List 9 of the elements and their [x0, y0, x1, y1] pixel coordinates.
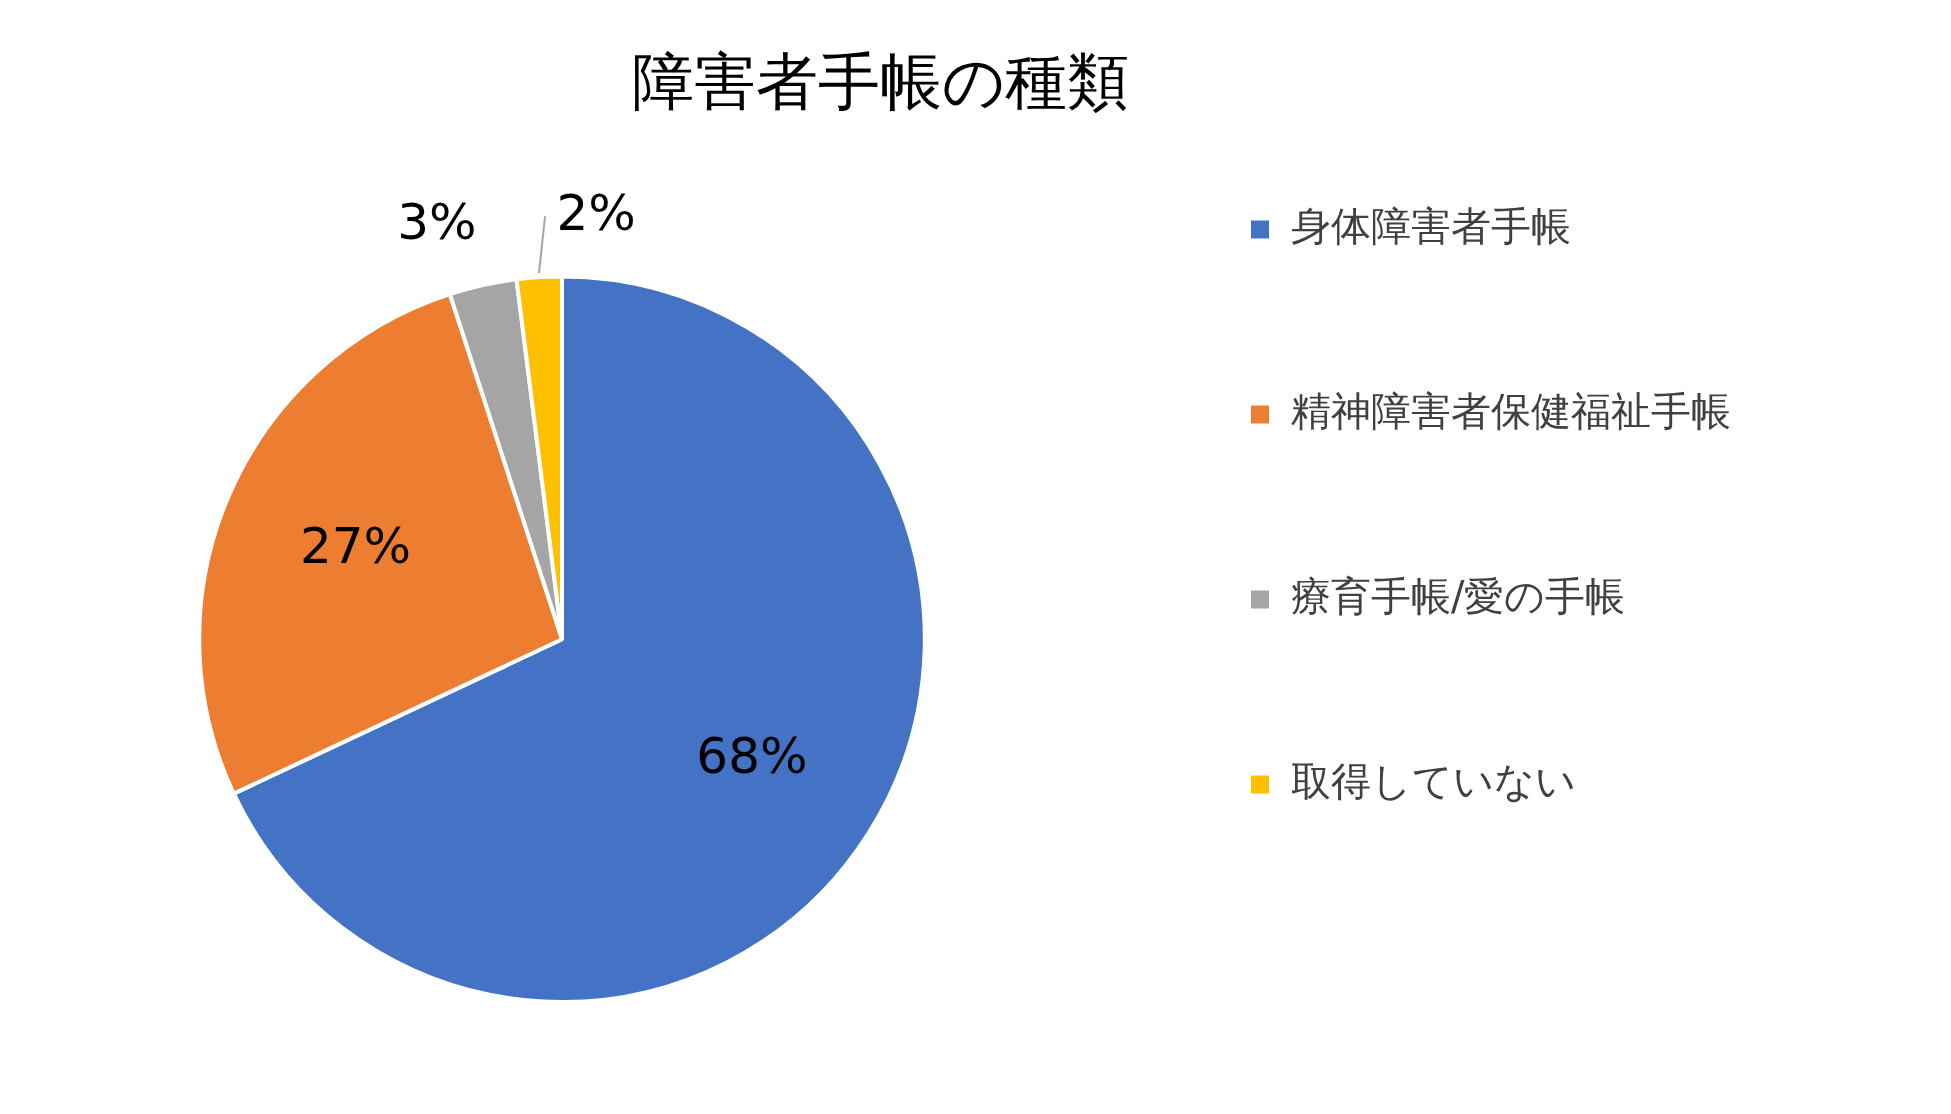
legend-label: 療育手帳/愛の手帳	[1291, 572, 1626, 619]
legend-label: 精神障害者保健福祉手帳	[1291, 387, 1731, 434]
legend-label: 取得していない	[1291, 757, 1576, 804]
data-label: 3%	[397, 193, 477, 252]
data-label: 2%	[556, 184, 636, 243]
legend-label: 身体障害者手帳	[1291, 202, 1571, 249]
data-label: 68%	[696, 726, 808, 785]
chart-title: 障害者手帳の種類	[632, 45, 1129, 119]
data-label: 27%	[299, 516, 412, 575]
